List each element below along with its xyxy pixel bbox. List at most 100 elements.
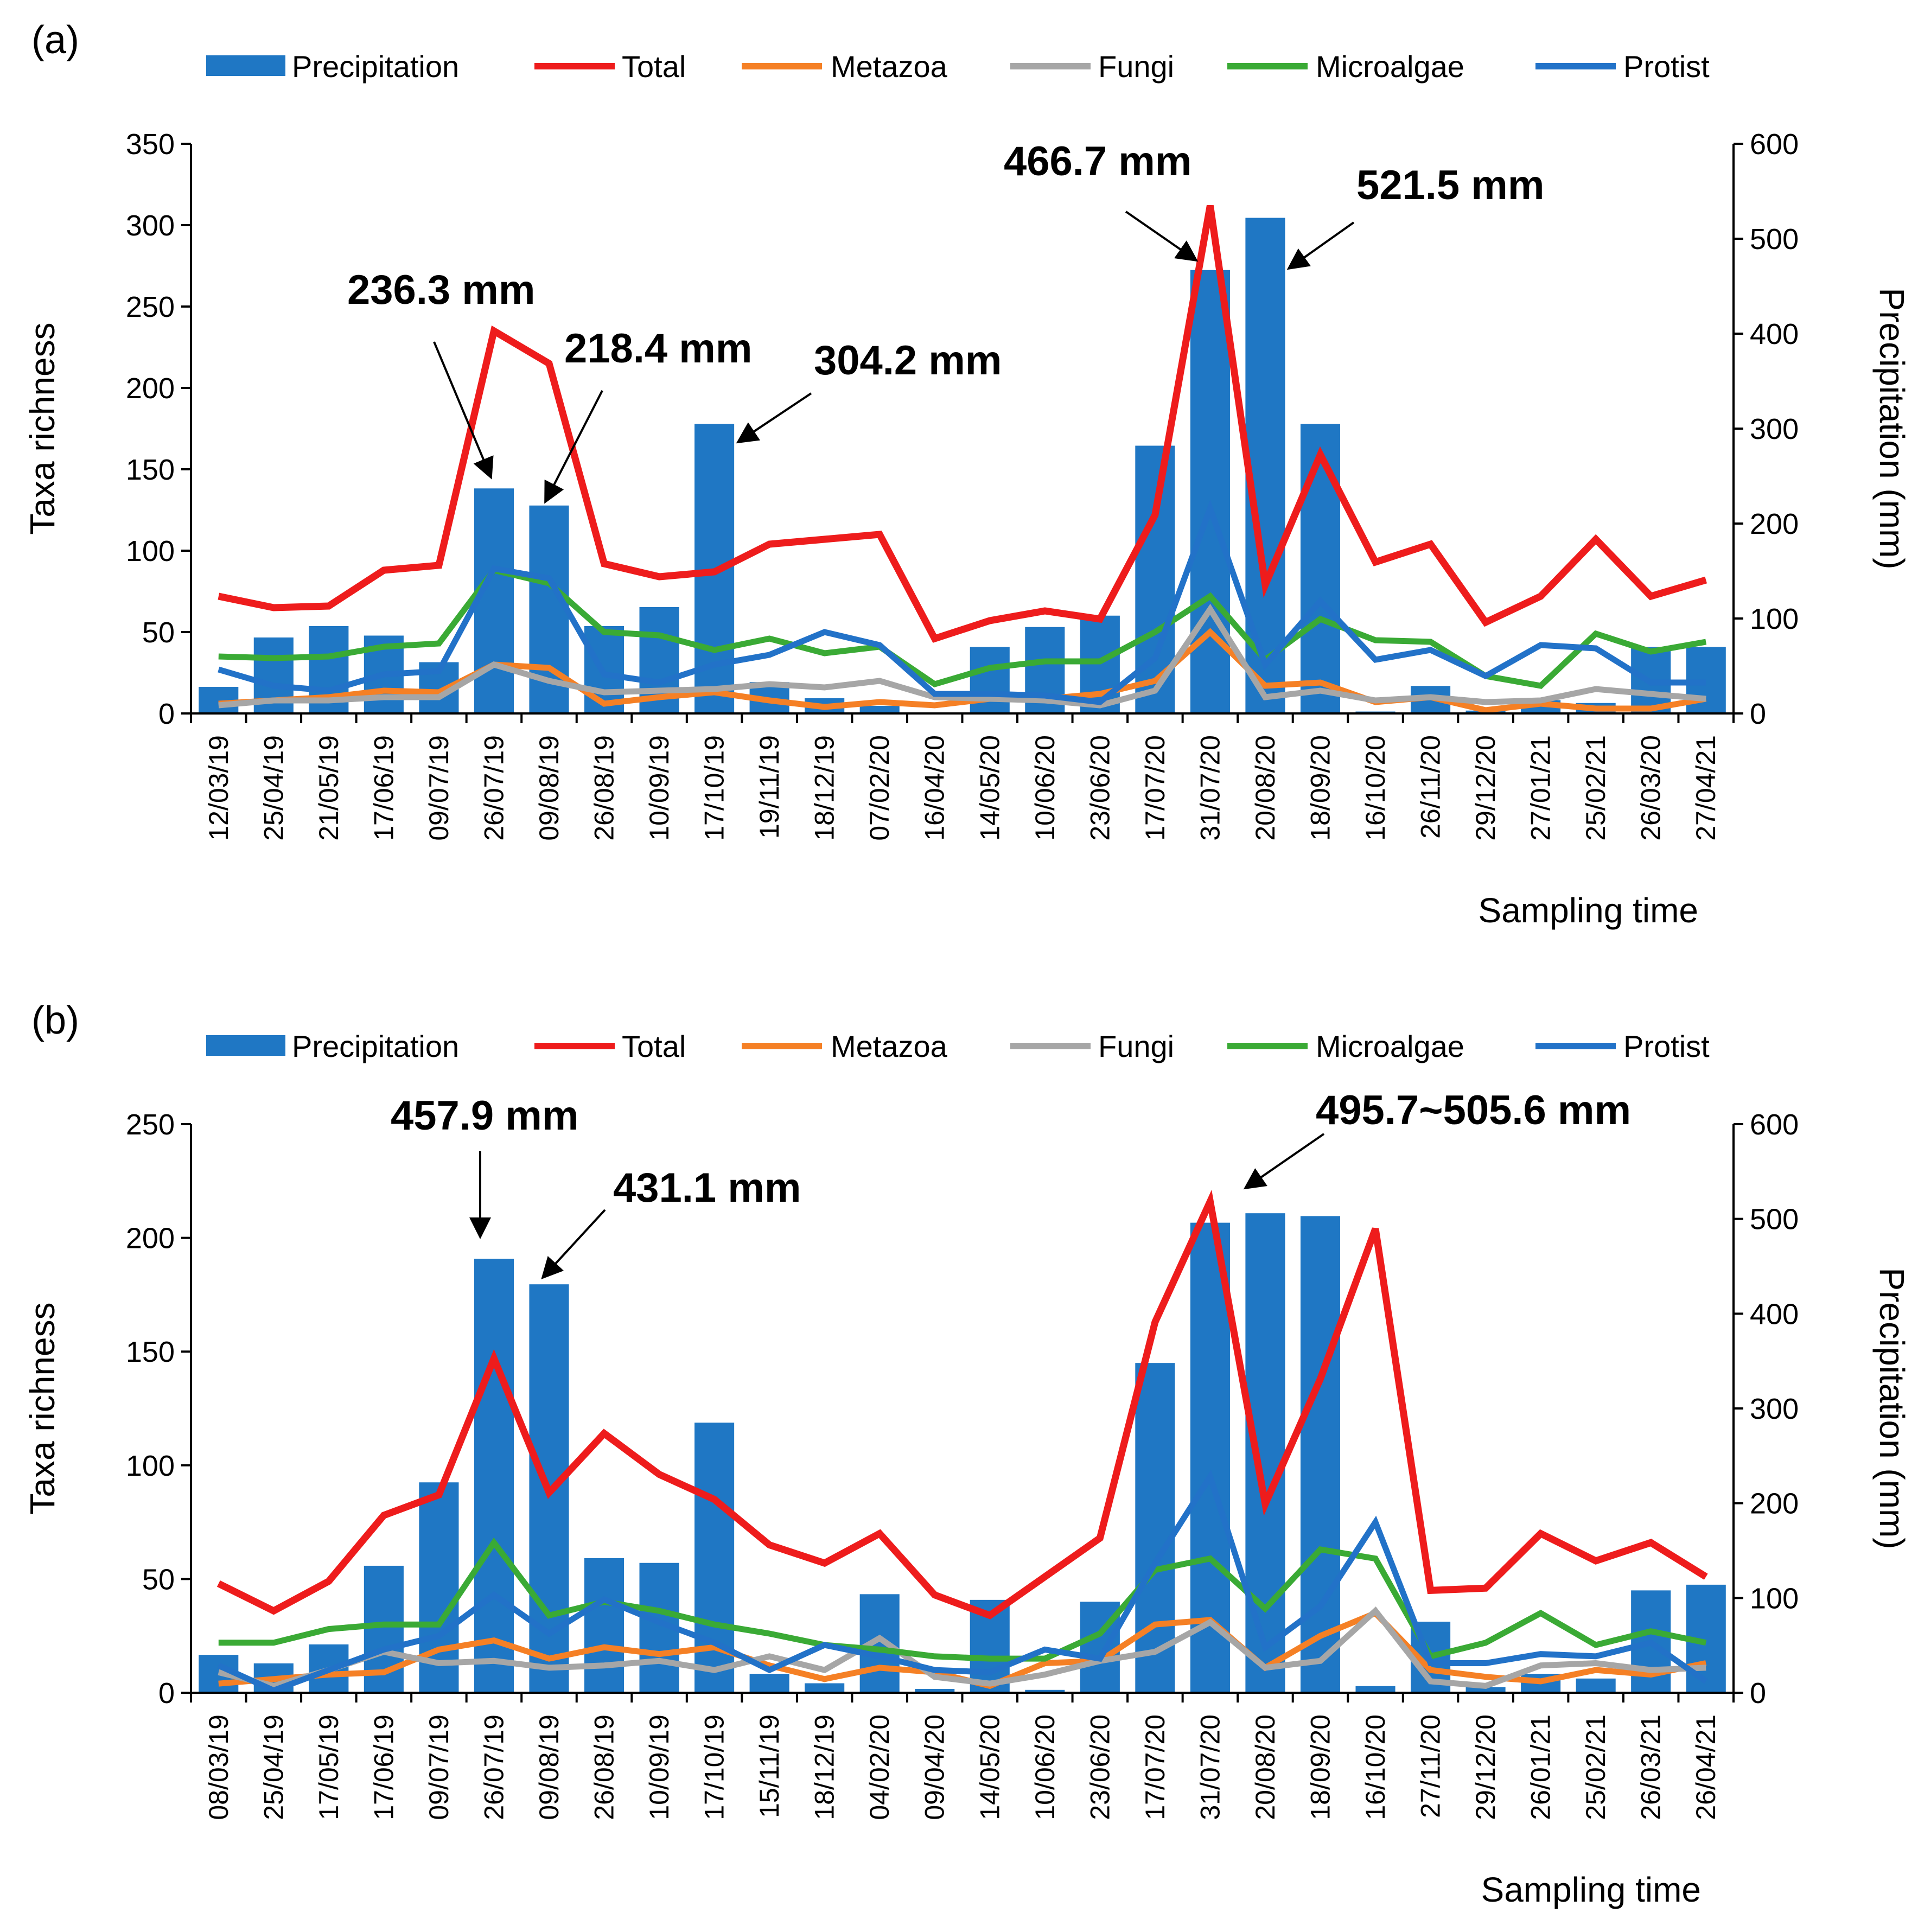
- x-tick-label: 26/11/20: [1416, 735, 1446, 839]
- legend-label-protist: Protist: [1623, 49, 1710, 84]
- x-axis-title: Sampling time: [1481, 1870, 1702, 1909]
- annotation-label: 521.5 mm: [1356, 162, 1544, 208]
- x-tick-label: 09/04/20: [920, 1714, 950, 1820]
- annotation-arrow: [1286, 221, 1355, 270]
- x-tick-label: 20/08/20: [1250, 1714, 1280, 1820]
- legend: Precipitation Total Metazoa Fungi Microalgae…: [206, 49, 1710, 84]
- x-tick-label: 26/08/19: [589, 735, 620, 841]
- x-tick-label: 21/05/19: [314, 735, 344, 841]
- x-axis-title: Sampling time: [1479, 891, 1699, 930]
- precipitation-bars: [199, 1213, 1726, 1693]
- annotation-arrow: [736, 392, 812, 444]
- x-tick-label: 23/06/20: [1085, 735, 1115, 841]
- legend: Precipitation Total Metazoa Fungi Microalgae…: [206, 1029, 1710, 1063]
- precipitation-bar: [805, 1683, 845, 1693]
- precipitation-bar: [1025, 1689, 1065, 1693]
- x-tick-label: 23/06/20: [1085, 1714, 1115, 1820]
- panel-label: (a): [31, 18, 79, 62]
- x-tick-label: 09/08/19: [534, 1714, 564, 1820]
- x-tick-label: 27/01/21: [1526, 735, 1556, 841]
- panel-label: (b): [31, 999, 79, 1042]
- y-left-tick-label: 350: [126, 128, 175, 161]
- precipitation-bar: [1245, 1213, 1285, 1693]
- series-line-fungi: [218, 1606, 1706, 1689]
- y-right-tick-label: 500: [1750, 1203, 1799, 1236]
- x-tick-label: 07/02/20: [864, 735, 895, 841]
- x-tick-label: 17/05/19: [314, 1714, 344, 1820]
- y-left-tick-label: 250: [126, 1108, 175, 1141]
- y-left-tick-label: 200: [126, 372, 175, 405]
- precipitation-bar: [1135, 1363, 1175, 1693]
- precipitation-bar: [749, 1674, 789, 1693]
- legend-label-microalgae: Microalgae: [1316, 49, 1464, 84]
- precipitation-bar: [1190, 1222, 1230, 1693]
- x-tick-label: 29/12/20: [1470, 735, 1501, 841]
- annotation-label: 495.7~505.6 mm: [1316, 1087, 1631, 1133]
- x-tick-label: 10/06/20: [1030, 1714, 1060, 1820]
- y-left-tick-label: 100: [126, 1450, 175, 1482]
- annotation-label: 236.3 mm: [347, 267, 535, 313]
- y-right-tick-label: 400: [1750, 318, 1799, 350]
- y-axis-right-title: Precipitation (mm): [1872, 1267, 1911, 1549]
- precipitation-bar: [1190, 270, 1230, 713]
- y-left-tick-label: 0: [158, 1677, 175, 1710]
- x-tick-label: 10/09/19: [644, 735, 674, 841]
- y-right-tick-label: 100: [1750, 1582, 1799, 1615]
- x-tick-label: 26/03/21: [1636, 1714, 1666, 1820]
- y-right-tick-label: 600: [1750, 1108, 1799, 1141]
- x-tick-label: 16/10/20: [1360, 735, 1391, 841]
- legend-label-precipitation: Precipitation: [292, 49, 459, 84]
- y-axis-left-title: Taxa richness: [23, 1302, 62, 1514]
- x-tick-label: 17/06/19: [368, 1714, 399, 1820]
- y-right-tick-label: 300: [1750, 1393, 1799, 1425]
- y-right-tick-label: 0: [1750, 698, 1766, 730]
- precipitation-bar: [859, 706, 900, 713]
- y-right-tick-label: 100: [1750, 603, 1799, 635]
- x-tick-label: 17/06/19: [368, 735, 399, 841]
- precipitation-bar: [1300, 1216, 1341, 1693]
- y-left-tick-label: 150: [126, 1336, 175, 1368]
- x-tick-label: 18/09/20: [1305, 735, 1335, 841]
- series-line-microalgae: [218, 1537, 1707, 1662]
- y-left-tick-label: 100: [126, 535, 175, 568]
- x-tick-label: 10/09/19: [644, 1714, 674, 1820]
- x-tick-label: 14/05/20: [974, 1714, 1005, 1820]
- legend-label-protist: Protist: [1623, 1029, 1710, 1063]
- annotation-label: 457.9 mm: [391, 1093, 578, 1139]
- chart-panel-a: (a) Precipitation Total Metazoa Fungi Microal…: [23, 18, 1911, 930]
- y-right-tick-label: 500: [1750, 223, 1799, 256]
- series-line-microalgae: [218, 566, 1707, 689]
- x-tick-label: 04/02/20: [864, 1714, 895, 1820]
- series-line-protist: [218, 499, 1706, 705]
- y-left-tick-label: 50: [142, 1563, 175, 1596]
- x-tick-label: 29/12/20: [1470, 1714, 1501, 1820]
- precipitation-bar: [474, 488, 514, 713]
- annotation-arrow: [541, 1209, 606, 1279]
- y-left-tick-label: 50: [142, 616, 175, 649]
- y-right-tick-label: 0: [1750, 1677, 1766, 1710]
- x-tick-label: 18/09/20: [1305, 1714, 1335, 1820]
- x-tick-label: 25/04/19: [258, 1714, 289, 1820]
- x-tick-label: 14/05/20: [974, 735, 1005, 841]
- x-tick-label: 26/03/20: [1636, 735, 1666, 841]
- x-tick-label: 17/07/20: [1140, 735, 1170, 841]
- x-tick-label: 25/04/19: [258, 735, 289, 841]
- x-tick-label: 26/07/19: [479, 1714, 509, 1820]
- legend-label-total: Total: [622, 1029, 686, 1063]
- annotation-label: 218.4 mm: [564, 326, 752, 372]
- x-tick-label: 27/11/20: [1416, 1714, 1446, 1818]
- annotation-label: 304.2 mm: [814, 337, 1002, 384]
- x-tick-label: 12/03/19: [203, 735, 234, 841]
- x-tick-label: 19/11/19: [754, 735, 785, 839]
- y-right-tick-label: 200: [1750, 508, 1799, 540]
- precipitation-bar: [584, 1558, 625, 1693]
- x-tick-label: 31/07/20: [1195, 1714, 1225, 1820]
- legend-swatch-precipitation: [206, 1035, 285, 1056]
- precipitation-bar: [1465, 1687, 1506, 1693]
- annotation-arrow: [433, 341, 494, 480]
- legend-label-metazoa: Metazoa: [831, 49, 948, 84]
- series-line-total: [216, 1189, 1708, 1619]
- y-right-tick-label: 400: [1750, 1298, 1799, 1330]
- x-tick-label: 18/12/19: [810, 1714, 840, 1820]
